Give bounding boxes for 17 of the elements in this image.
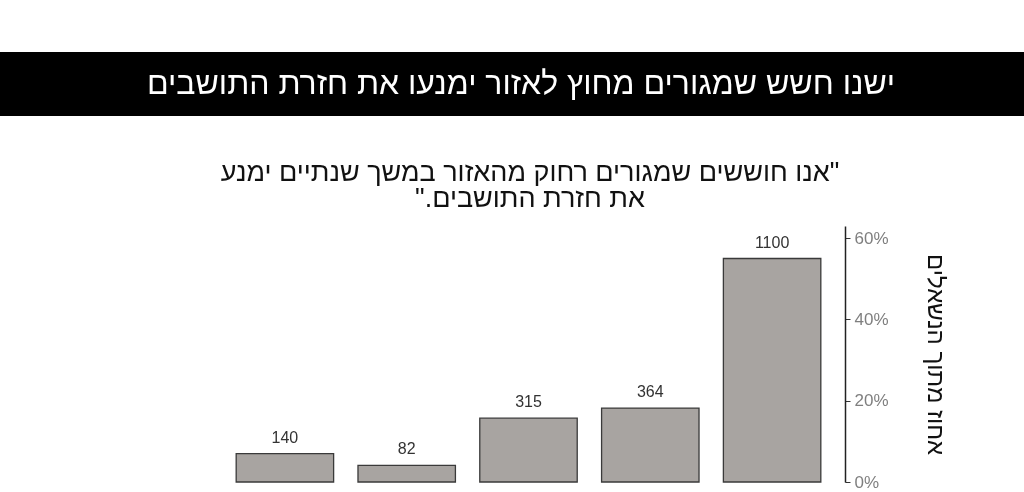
chart-subtitle: "אנו חוששים שמגורים רחוק מהאזור במשך שנתיים ימנע את חזרת התושבים." [220, 157, 840, 213]
annotation: 1100 [754, 233, 790, 251]
y-tick-label: 0% [854, 472, 880, 492]
bar [479, 417, 578, 483]
bar [722, 257, 822, 483]
y-tick-label: 20% [854, 391, 889, 411]
bar [600, 407, 700, 483]
annotation: 82 [397, 440, 416, 458]
annotation: 364 [636, 383, 664, 401]
y-tick-label: 40% [854, 309, 889, 329]
annotation: 140 [271, 428, 299, 446]
annotation: 315 [515, 393, 542, 411]
y-tick-label: 60% [854, 228, 889, 248]
y-axis-title: אחוז מתוך הנשאלים [922, 253, 950, 456]
bar [357, 464, 457, 483]
chart-title: ישנו חשש שמגורים מחוץ לאזור ימנעו את חזרת התושבים [146, 65, 896, 101]
bar [235, 452, 335, 483]
